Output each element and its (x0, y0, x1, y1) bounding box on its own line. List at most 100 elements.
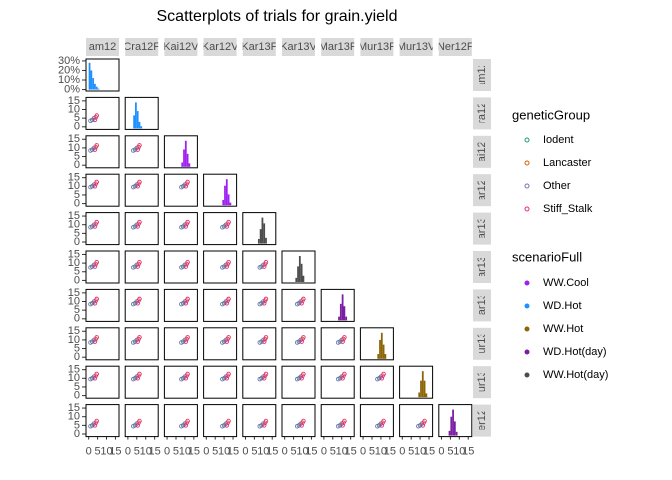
histogram-bar (450, 416, 453, 436)
panel (438, 404, 473, 438)
point (299, 423, 304, 428)
panel (203, 365, 238, 399)
point (183, 264, 189, 269)
y-tick-label: 15 (68, 248, 80, 260)
histogram-bar (420, 380, 422, 398)
panel (399, 365, 434, 399)
panel (203, 212, 238, 246)
x-tick-label: 5 (291, 446, 297, 458)
point (379, 376, 385, 381)
point (92, 339, 98, 344)
legend-label: WD.Hot(day) (543, 346, 607, 358)
x-tick-label: 5 (95, 446, 101, 458)
panel (124, 404, 159, 438)
point (335, 376, 341, 382)
point (226, 296, 231, 302)
point (88, 265, 93, 270)
y-tick-label: 5 (74, 342, 80, 354)
histogram-bar (341, 294, 344, 321)
y-tick-label: 15 (68, 172, 80, 184)
x-tick-label: 10 (179, 446, 191, 458)
histogram-bar (225, 179, 228, 206)
point (183, 376, 189, 381)
x-tick-label: 5 (447, 446, 453, 458)
panel (85, 365, 120, 399)
point (183, 423, 189, 428)
strip (321, 38, 355, 56)
x-tick-label: 5 (369, 446, 375, 458)
point (135, 264, 140, 269)
point (375, 423, 380, 429)
histogram-bar (135, 102, 137, 129)
y-tick-label: 10 (68, 295, 80, 307)
point (335, 423, 341, 429)
y-tick-label: 20% (58, 64, 80, 76)
histogram-bar (448, 430, 451, 436)
y-tick-label: 10 (68, 180, 80, 192)
x-tick-label: 0 (86, 446, 92, 458)
point (416, 423, 421, 429)
point (257, 301, 262, 307)
point (220, 225, 225, 230)
point (379, 423, 385, 428)
point (422, 418, 427, 424)
x-tick-label: 15 (423, 446, 435, 458)
point (135, 147, 140, 152)
histogram-bar (186, 153, 189, 167)
x-tick-label: 5 (251, 446, 257, 458)
point (130, 148, 136, 153)
point (179, 265, 184, 270)
y-tick-label: 10 (68, 103, 80, 115)
panel (203, 288, 238, 322)
y-tick-label: 10 (68, 257, 80, 269)
legend-label: Lancaster (543, 157, 592, 169)
strip (473, 97, 491, 130)
point (261, 423, 267, 428)
x-tick-label: 10 (257, 446, 269, 458)
x-tick-label: 15 (384, 446, 396, 458)
point (335, 340, 341, 345)
point (220, 423, 225, 429)
point (130, 376, 136, 382)
legend-symbol (524, 349, 530, 355)
legend-title: scenarioFull (512, 249, 582, 264)
panel (85, 96, 120, 130)
histogram-bar (384, 354, 387, 359)
y-tick-label: 10 (68, 142, 80, 154)
histogram-bar (265, 237, 267, 244)
point (179, 340, 184, 345)
point (294, 423, 300, 429)
x-tick-label: 0 (399, 446, 405, 458)
y-tick-label: 5 (74, 189, 80, 201)
y-tick-label: 5 (74, 150, 80, 162)
point (261, 264, 267, 269)
point (226, 259, 231, 265)
panel (124, 365, 159, 399)
panel (124, 212, 159, 246)
strip-label: Kai12V (476, 133, 488, 169)
point (179, 423, 184, 429)
point (294, 340, 300, 345)
x-tick-label: 5 (173, 446, 179, 458)
point (185, 335, 190, 340)
histogram-bar (455, 431, 458, 436)
y-tick-label: 0 (74, 351, 80, 363)
y-tick-label: 0 (74, 313, 80, 325)
strip-label: Kar12V (476, 171, 488, 208)
point (135, 339, 140, 344)
point (179, 301, 184, 307)
histogram-bar (138, 121, 141, 129)
histogram-bar (140, 126, 143, 129)
chart-title: Scatterplots of trials for grain.yield (157, 8, 398, 25)
x-tick-label: 10 (414, 446, 426, 458)
legend-symbol (524, 326, 530, 332)
panel (320, 327, 355, 361)
point (94, 259, 99, 265)
point (226, 335, 231, 340)
strip-label: Mur13F (476, 325, 488, 363)
point (301, 418, 306, 424)
strip-label: Kar13V (476, 248, 488, 285)
legend-label: Stiff_Stalk (543, 203, 593, 215)
strip (473, 212, 491, 245)
legend-label: WW.Hot (543, 323, 583, 335)
